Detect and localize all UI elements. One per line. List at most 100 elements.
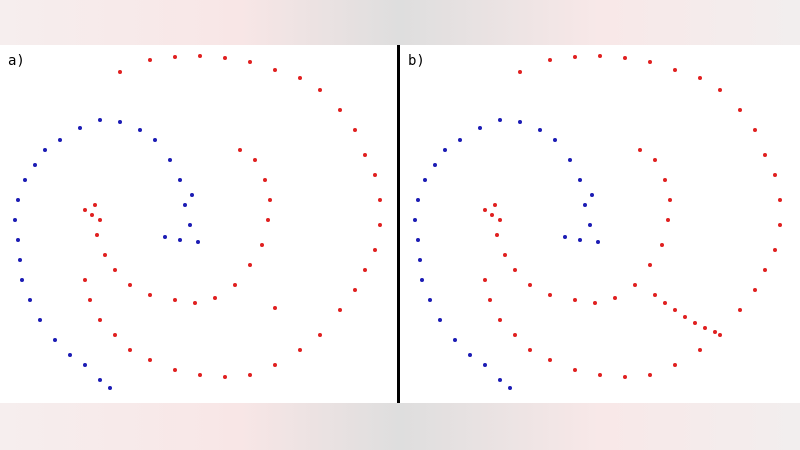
point <box>83 363 87 367</box>
point <box>178 238 182 242</box>
point <box>713 330 717 334</box>
panel: a) <box>8 53 382 390</box>
point <box>488 298 492 302</box>
point <box>43 148 47 152</box>
point <box>18 258 22 262</box>
point <box>653 293 657 297</box>
point <box>378 198 382 202</box>
point <box>578 238 582 242</box>
point <box>213 296 217 300</box>
point <box>353 288 357 292</box>
point <box>428 298 432 302</box>
point <box>673 68 677 72</box>
point <box>718 333 722 337</box>
panel-label: b) <box>408 53 425 69</box>
point <box>173 298 177 302</box>
point <box>90 213 94 217</box>
point <box>468 353 472 357</box>
point <box>13 218 17 222</box>
point <box>118 120 122 124</box>
point <box>88 298 92 302</box>
point <box>763 268 767 272</box>
point <box>128 348 132 352</box>
point <box>173 368 177 372</box>
point <box>498 218 502 222</box>
point <box>83 208 87 212</box>
divider <box>397 45 400 403</box>
point <box>778 198 782 202</box>
point <box>498 378 502 382</box>
point <box>588 223 592 227</box>
point <box>298 76 302 80</box>
point <box>95 233 99 237</box>
point <box>93 203 97 207</box>
point <box>513 268 517 272</box>
point <box>190 193 194 197</box>
point <box>418 258 422 262</box>
point <box>353 128 357 132</box>
point <box>498 318 502 322</box>
point <box>563 235 567 239</box>
point <box>248 263 252 267</box>
point <box>673 363 677 367</box>
point <box>483 363 487 367</box>
point <box>263 178 267 182</box>
point <box>260 243 264 247</box>
point <box>518 70 522 74</box>
point <box>773 248 777 252</box>
point <box>513 333 517 337</box>
point <box>193 301 197 305</box>
point <box>238 148 242 152</box>
point <box>233 283 237 287</box>
point <box>248 373 252 377</box>
point <box>623 56 627 60</box>
point <box>58 138 62 142</box>
point <box>363 268 367 272</box>
point <box>248 60 252 64</box>
point <box>28 298 32 302</box>
point <box>490 213 494 217</box>
point <box>553 138 557 142</box>
point <box>660 243 664 247</box>
point <box>458 138 462 142</box>
point <box>273 363 277 367</box>
point <box>188 223 192 227</box>
point <box>98 118 102 122</box>
point <box>378 223 382 227</box>
point <box>173 55 177 59</box>
point <box>183 203 187 207</box>
point <box>198 54 202 58</box>
point <box>420 278 424 282</box>
point <box>578 178 582 182</box>
point <box>673 308 677 312</box>
point <box>16 238 20 242</box>
point <box>38 318 42 322</box>
point <box>148 293 152 297</box>
point <box>528 348 532 352</box>
point <box>573 368 577 372</box>
point <box>128 283 132 287</box>
point <box>78 126 82 130</box>
point <box>338 108 342 112</box>
point <box>113 333 117 337</box>
point <box>548 293 552 297</box>
point <box>503 253 507 257</box>
point <box>98 378 102 382</box>
point <box>138 128 142 132</box>
point <box>598 54 602 58</box>
point <box>648 263 652 267</box>
point <box>16 198 20 202</box>
point <box>596 240 600 244</box>
point <box>266 218 270 222</box>
point <box>338 308 342 312</box>
point <box>223 375 227 379</box>
point <box>653 158 657 162</box>
point <box>663 178 667 182</box>
point <box>153 138 157 142</box>
point <box>573 55 577 59</box>
point <box>433 163 437 167</box>
point <box>108 386 112 390</box>
panels: a) b) <box>8 53 782 390</box>
